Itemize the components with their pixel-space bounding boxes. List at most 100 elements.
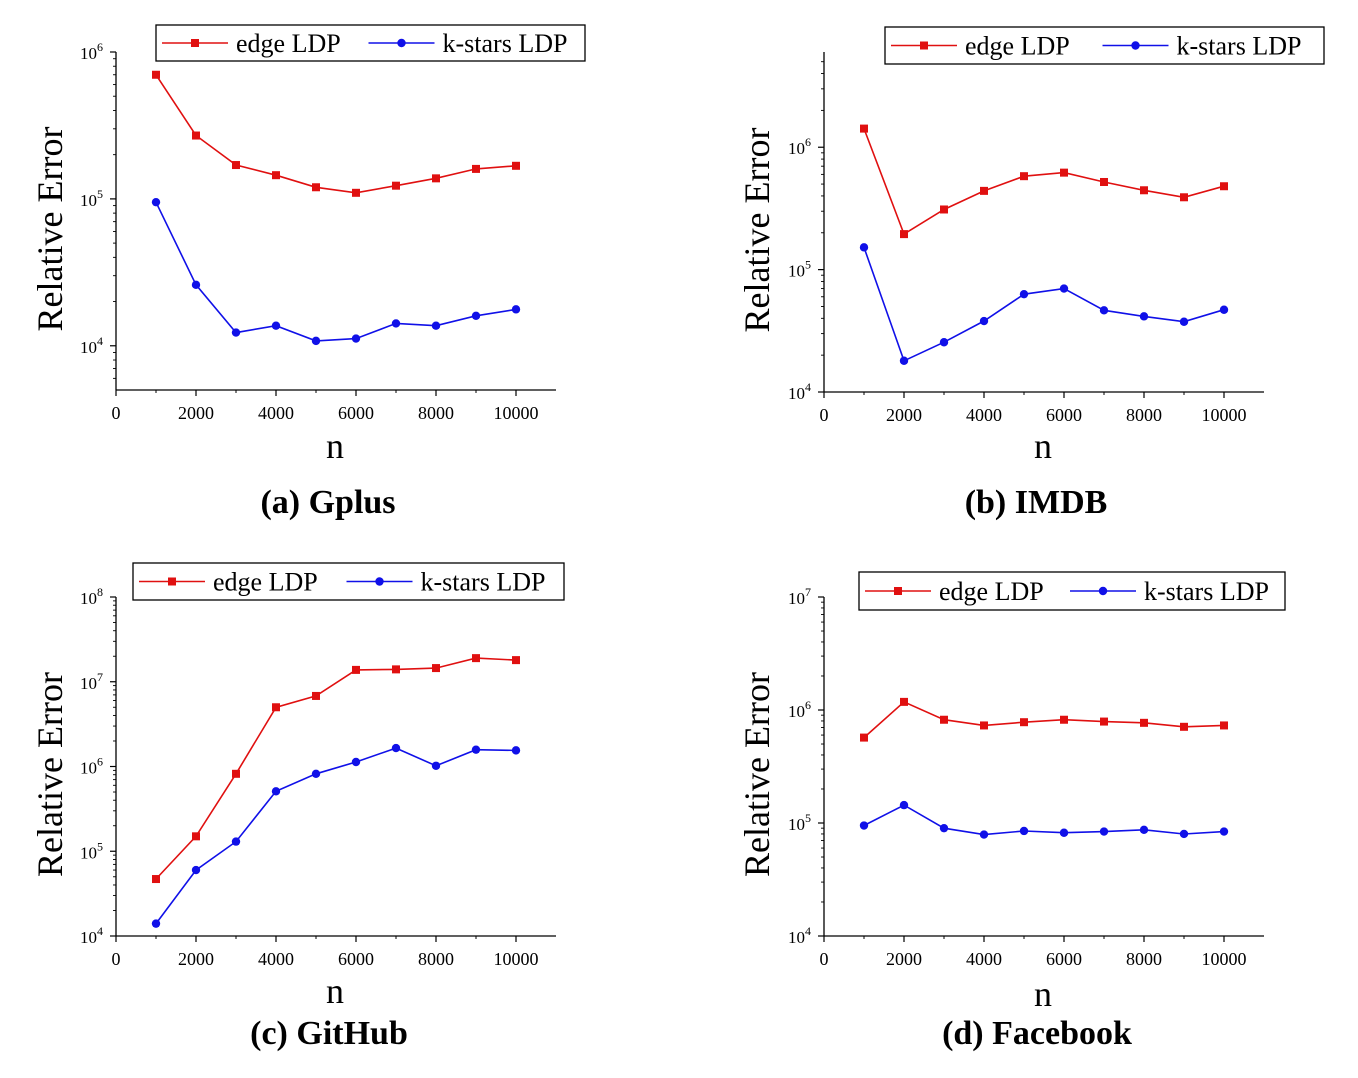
data-point	[1019, 289, 1029, 299]
legend-label: k-stars LDP	[1144, 577, 1269, 606]
series-line	[863, 804, 1225, 836]
data-point	[1139, 312, 1149, 321]
data-point	[1179, 829, 1189, 839]
legend-label: edge LDP	[965, 32, 1070, 61]
data-point	[511, 746, 521, 755]
x-tick-label: 8000	[418, 949, 454, 969]
data-point	[512, 161, 520, 170]
data-point	[231, 328, 241, 337]
y-tick-label: 106	[80, 40, 103, 63]
data-point	[1100, 177, 1108, 186]
chart-panel-2: 0 2000 4000 6000 8000 10000 104 105 106 Relative …	[737, 26, 1325, 521]
y-tick-label: 104	[788, 924, 811, 947]
data-point	[1019, 826, 1029, 836]
x-tick-label: 6000	[338, 949, 374, 969]
x-tick-label: 4000	[258, 949, 294, 969]
series-2	[859, 243, 1229, 365]
panel-caption: (d) Facebook	[942, 1015, 1132, 1052]
data-point	[231, 837, 241, 846]
data-point	[311, 336, 321, 346]
legend-marker	[168, 577, 176, 586]
data-point	[1220, 182, 1228, 191]
y-tick-label: 106	[788, 135, 811, 158]
data-point	[352, 665, 360, 674]
y-tick-label: 106	[80, 755, 103, 778]
data-point	[431, 761, 441, 770]
x-tick-label: 8000	[418, 403, 454, 423]
legend-marker	[894, 587, 902, 595]
y-axis-title: Relative Error	[30, 127, 70, 332]
series-line	[863, 247, 1225, 362]
data-point	[272, 703, 280, 712]
series-1	[860, 697, 1228, 742]
x-tick-label: 6000	[1046, 949, 1082, 969]
data-point	[312, 183, 320, 192]
y-tick-label: 107	[80, 670, 103, 693]
data-point	[272, 171, 280, 180]
data-point	[1100, 717, 1108, 726]
x-tick-label: 0	[820, 949, 829, 969]
data-point	[311, 769, 321, 779]
data-point	[940, 715, 948, 724]
data-point	[271, 321, 281, 330]
y-tick-label: 105	[80, 839, 103, 862]
x-tick-label: 6000	[1046, 405, 1082, 425]
data-point	[1219, 827, 1229, 836]
x-tick-label: 10000	[494, 949, 539, 969]
x-axis-title: n	[326, 426, 344, 466]
y-axis-title: Relative Error	[737, 128, 777, 333]
x-tick-label: 2000	[178, 949, 214, 969]
legend-marker	[191, 39, 199, 47]
data-point	[1180, 722, 1188, 731]
x-tick-label: 4000	[258, 403, 294, 423]
legend-marker	[920, 41, 928, 50]
data-point	[859, 821, 869, 830]
data-point	[900, 697, 908, 706]
data-point	[391, 743, 401, 753]
series-line	[155, 201, 517, 342]
data-point	[271, 787, 281, 796]
data-point	[232, 769, 240, 778]
data-point	[980, 186, 988, 195]
data-point	[939, 338, 949, 347]
legend-marker	[1131, 41, 1140, 50]
data-point	[1139, 825, 1149, 835]
data-point	[471, 311, 481, 320]
data-point	[472, 164, 480, 173]
legend-marker	[375, 577, 384, 586]
y-tick-label: 104	[788, 380, 811, 403]
x-tick-label: 10000	[1202, 405, 1247, 425]
data-point	[1020, 172, 1028, 181]
x-tick-label: 8000	[1126, 405, 1162, 425]
data-point	[860, 733, 868, 742]
y-tick-label: 107	[788, 585, 811, 608]
data-point	[980, 721, 988, 730]
chart-panel-3: 0 2000 4000 6000 8000 10000 104 105 106 107 108 Rel…	[30, 562, 565, 1052]
data-point	[352, 188, 360, 197]
x-tick-label: 2000	[178, 403, 214, 423]
data-point	[939, 823, 949, 833]
data-point	[511, 305, 521, 314]
data-point	[512, 656, 520, 665]
legend-label: edge LDP	[939, 577, 1044, 606]
x-tick-label: 0	[112, 949, 121, 969]
data-point	[1219, 305, 1229, 314]
data-point	[860, 124, 868, 133]
data-point	[1140, 718, 1148, 727]
series-2	[151, 197, 521, 346]
data-point	[471, 745, 481, 754]
y-axis-title: Relative Error	[30, 672, 70, 877]
y-tick-label: 104	[80, 334, 103, 357]
x-tick-label: 0	[112, 403, 121, 423]
data-point	[1060, 715, 1068, 724]
series-1	[152, 654, 520, 884]
panel-caption: (b) IMDB	[965, 484, 1108, 521]
series-line	[863, 700, 1225, 739]
series-line	[155, 747, 517, 925]
data-point	[1140, 186, 1148, 195]
data-point	[192, 131, 200, 140]
legend-marker	[397, 38, 406, 48]
data-point	[899, 800, 909, 810]
data-point	[392, 665, 400, 674]
y-tick-label: 105	[788, 258, 811, 281]
